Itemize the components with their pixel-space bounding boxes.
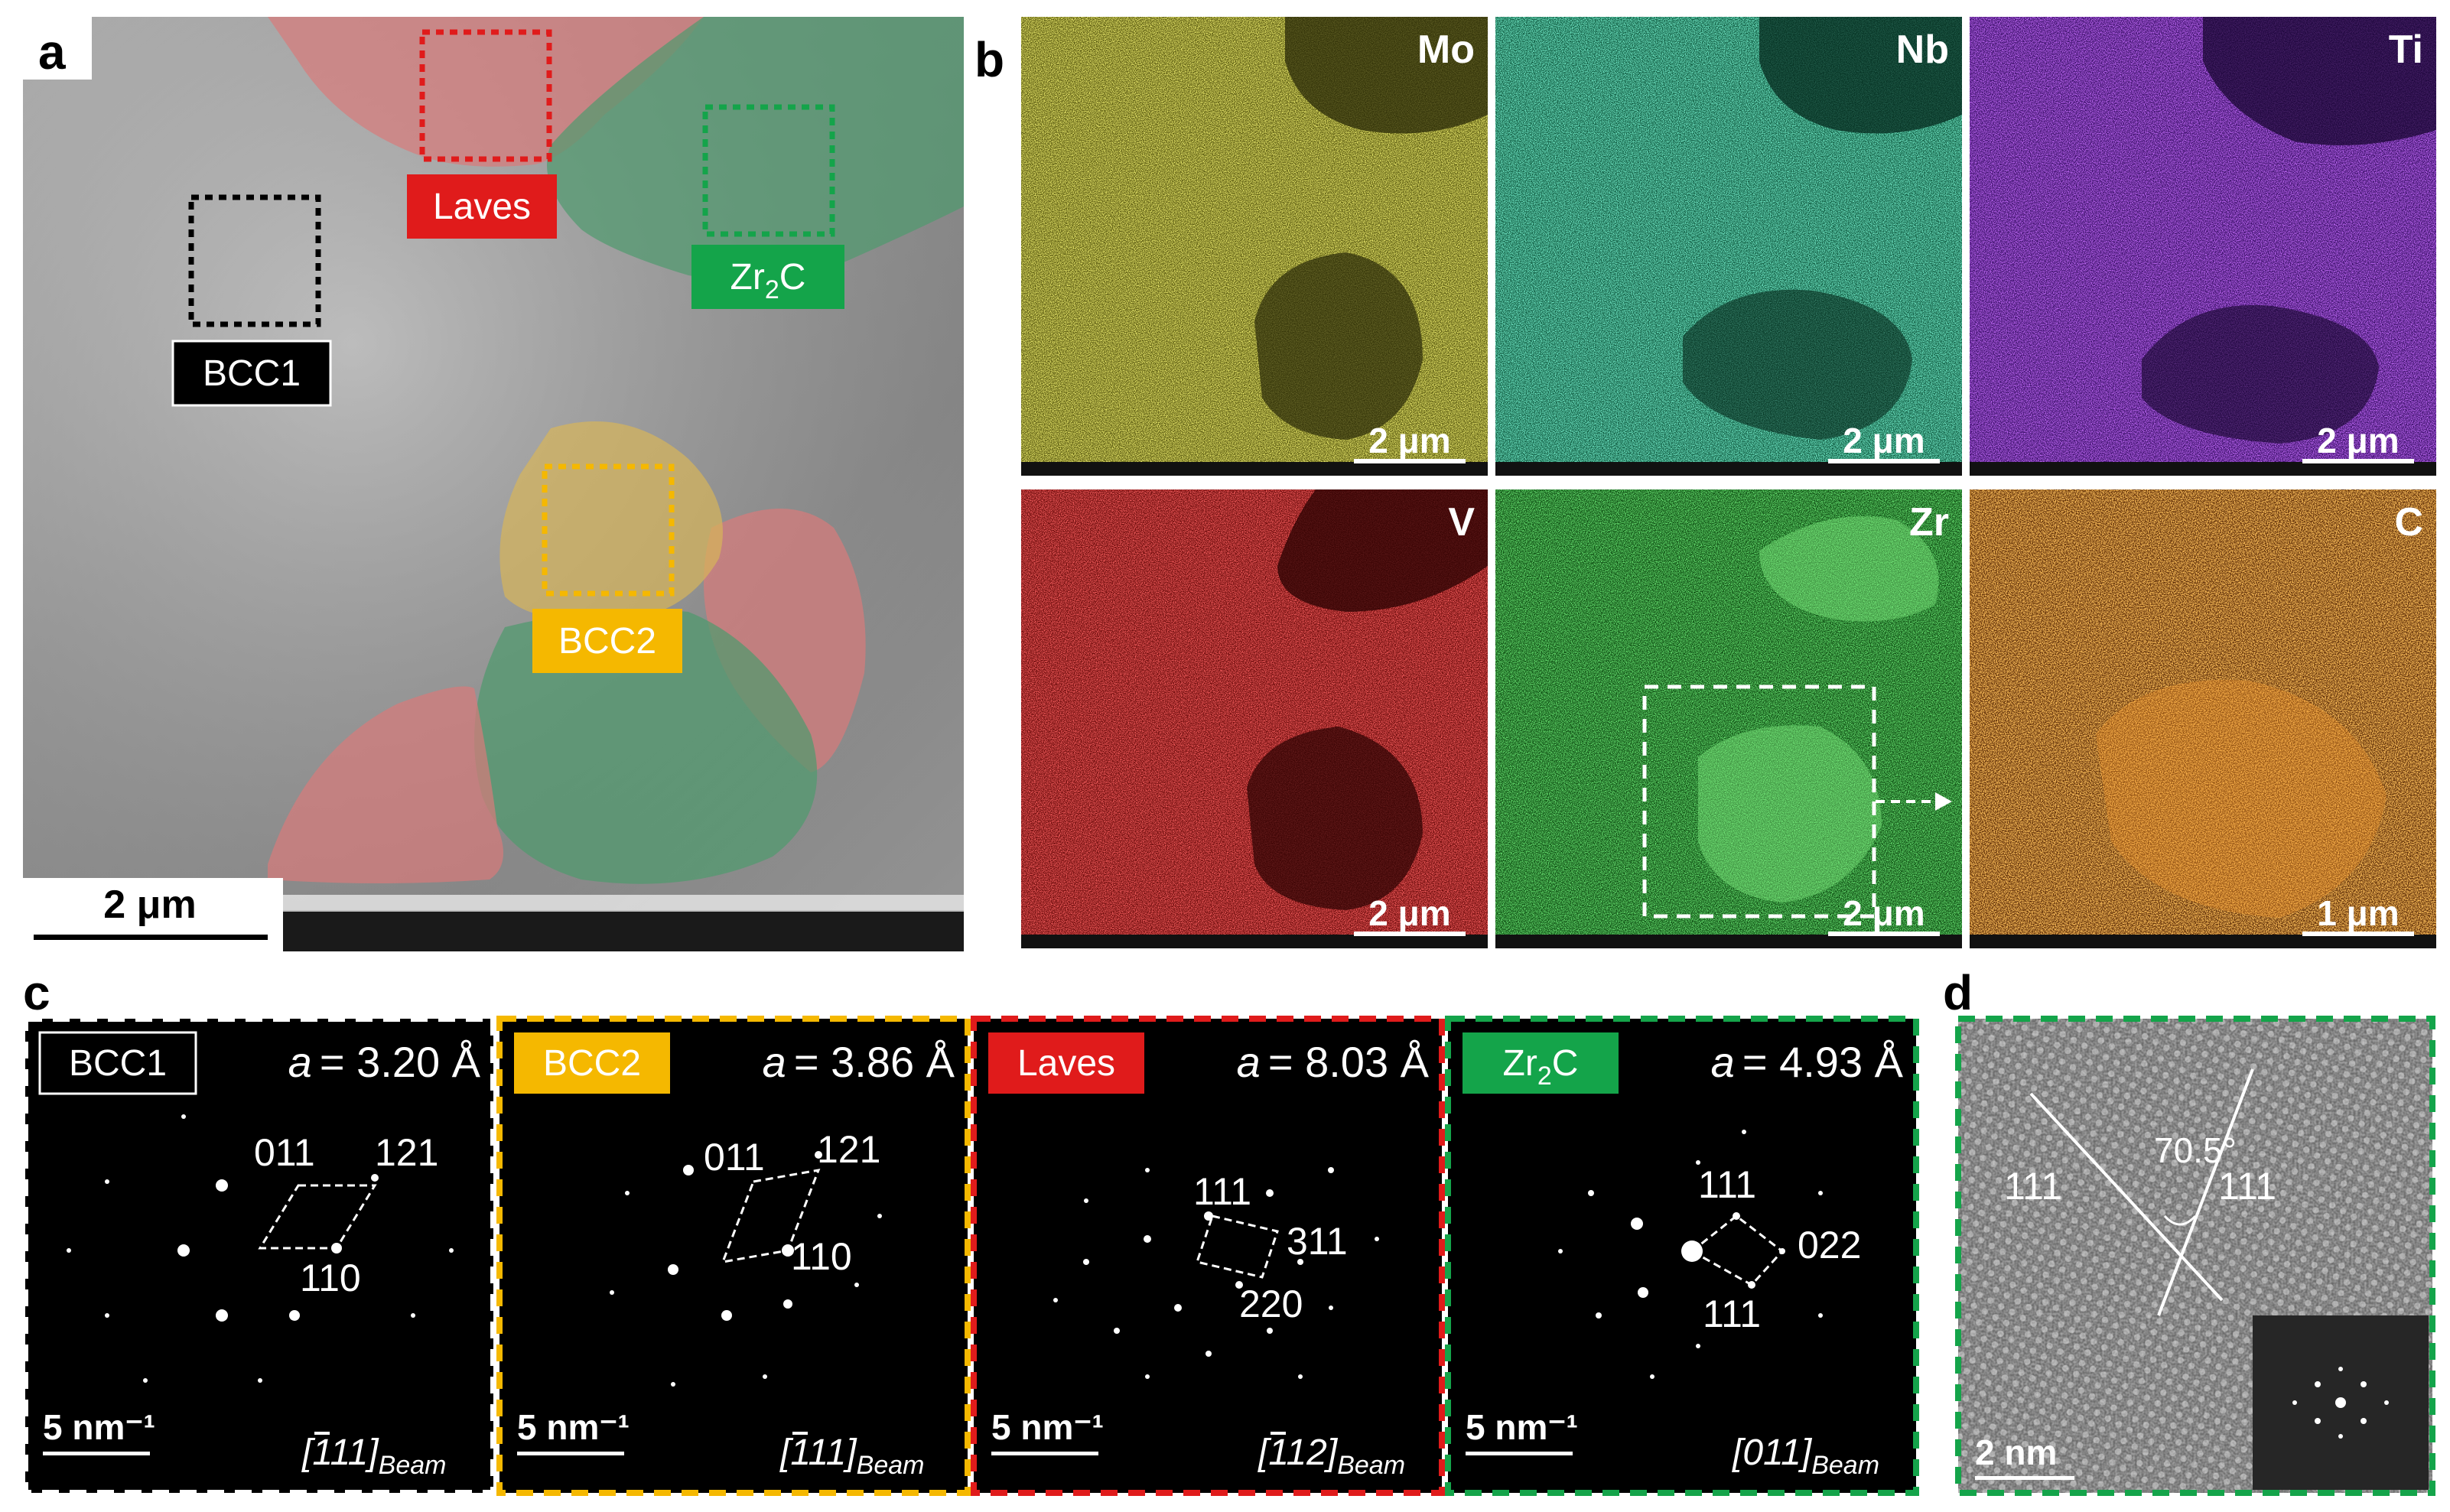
bcc2-region bbox=[499, 421, 723, 621]
svg-text:5 nm⁻¹: 5 nm⁻¹ bbox=[1466, 1407, 1578, 1447]
svg-text:a= 4.93 Å: a = 4.93 Å bbox=[1711, 1038, 1904, 1086]
svg-text:a= 8.03 Å: a = 8.03 Å bbox=[1237, 1038, 1430, 1086]
svg-text:Laves: Laves bbox=[433, 187, 531, 227]
svg-text:111: 111 bbox=[2218, 1165, 2276, 1208]
laves-region-top bbox=[268, 17, 704, 167]
saed-bcc1: BCC1 a = 3.20 Å 011 121 110 5 nm⁻¹ [111]B… bbox=[22, 1016, 496, 1496]
svg-text:Laves: Laves bbox=[1017, 1043, 1115, 1084]
svg-text:BCC1: BCC1 bbox=[69, 1043, 167, 1084]
svg-text:2 μm: 2 μm bbox=[1843, 893, 1925, 933]
zr2c-region-bottom bbox=[474, 610, 818, 884]
svg-text:110: 110 bbox=[300, 1257, 361, 1299]
laves-region-left bbox=[268, 686, 503, 883]
svg-text:110: 110 bbox=[791, 1235, 852, 1278]
panel-a-sem-image: Laves Zr2C BCC1 BCC2 2 μm a bbox=[23, 17, 964, 951]
svg-text:Zr2C: Zr2C bbox=[730, 257, 806, 304]
bcc2-box bbox=[542, 463, 675, 597]
panel-a-scalebar: 2 μm bbox=[23, 878, 283, 951]
panel-b-label: b bbox=[974, 32, 1004, 87]
panel-d-label: d bbox=[1943, 965, 1973, 1020]
svg-text:2 μm: 2 μm bbox=[1368, 893, 1450, 933]
svg-text:Zr: Zr bbox=[1909, 500, 1949, 545]
svg-text:Nb: Nb bbox=[1896, 28, 1949, 72]
svg-text:70.5°: 70.5° bbox=[2154, 1130, 2237, 1170]
saed-bcc2: BCC2 a = 3.86 Å 011 121 110 5 nm⁻¹ [111]B… bbox=[496, 1016, 971, 1496]
svg-text:BCC2: BCC2 bbox=[558, 621, 656, 662]
svg-text:111: 111 bbox=[2004, 1165, 2062, 1208]
panel-c-saed-patterns: c BCC1 a = 3.20 Å 011 121 110 5 nm⁻¹ bbox=[22, 965, 1919, 1496]
svg-text:2 μm: 2 μm bbox=[1368, 421, 1450, 460]
map-v: V 2 μm bbox=[1021, 489, 1488, 948]
svg-text:011: 011 bbox=[704, 1136, 765, 1179]
bcc1-tag: BCC1 bbox=[171, 340, 332, 407]
map-zr: Zr 2 μm bbox=[1495, 489, 1962, 948]
svg-text:Ti: Ti bbox=[2389, 28, 2423, 72]
svg-text:111: 111 bbox=[1193, 1170, 1251, 1213]
bcc2-tag: BCC2 bbox=[532, 609, 682, 673]
svg-text:2 μm: 2 μm bbox=[103, 883, 196, 927]
zr2c-box bbox=[702, 104, 835, 237]
svg-text:BCC2: BCC2 bbox=[543, 1043, 641, 1084]
bcc1-box bbox=[188, 194, 321, 327]
svg-text:022: 022 bbox=[1798, 1224, 1861, 1267]
map-nb: Nb 2 μm bbox=[1495, 17, 1962, 476]
svg-text:121: 121 bbox=[817, 1128, 880, 1171]
svg-text:111: 111 bbox=[1698, 1163, 1756, 1206]
zr2c-tag: Zr2C bbox=[691, 245, 844, 309]
laves-region-right bbox=[704, 509, 866, 772]
svg-text:Mo: Mo bbox=[1417, 28, 1475, 72]
panel-a-label: a bbox=[23, 17, 92, 80]
svg-text:Zr2C: Zr2C bbox=[1503, 1043, 1579, 1091]
svg-text:011: 011 bbox=[254, 1131, 315, 1174]
svg-text:121: 121 bbox=[375, 1131, 438, 1174]
svg-text:[112]Beam: [112]Beam bbox=[1258, 1432, 1405, 1480]
svg-text:5 nm⁻¹: 5 nm⁻¹ bbox=[991, 1407, 1104, 1447]
svg-text:2 μm: 2 μm bbox=[1843, 421, 1925, 460]
laves-box bbox=[419, 29, 552, 162]
saed-zr2c: Zr2C a = 4.93 Å 111 022 111 5 nm⁻¹ [011]B… bbox=[1445, 1016, 1919, 1496]
svg-text:5 nm⁻¹: 5 nm⁻¹ bbox=[43, 1407, 155, 1447]
laves-tag: Laves bbox=[407, 174, 557, 239]
svg-text:220: 220 bbox=[1239, 1283, 1303, 1325]
svg-text:V: V bbox=[1448, 500, 1475, 545]
svg-text:[111]Beam: [111]Beam bbox=[301, 1432, 446, 1480]
map-c: C 1 μm bbox=[1970, 489, 2436, 948]
svg-text:1 μm: 1 μm bbox=[2317, 893, 2399, 933]
svg-text:2 nm: 2 nm bbox=[1975, 1432, 2057, 1472]
svg-text:111: 111 bbox=[1703, 1293, 1761, 1335]
svg-text:BCC1: BCC1 bbox=[203, 353, 301, 394]
svg-text:a= 3.20 Å: a = 3.20 Å bbox=[288, 1038, 481, 1086]
svg-text:[011]Beam: [011]Beam bbox=[1732, 1432, 1879, 1480]
map-ti: Ti 2 μm bbox=[1970, 17, 2436, 476]
svg-text:[111]Beam: [111]Beam bbox=[779, 1432, 924, 1480]
svg-text:C: C bbox=[2394, 500, 2423, 545]
svg-text:5 nm⁻¹: 5 nm⁻¹ bbox=[517, 1407, 630, 1447]
panel-d-hrtem: d 111 111 70.5° 2 nm bbox=[1943, 965, 2435, 1496]
svg-text:a= 3.86 Å: a = 3.86 Å bbox=[763, 1038, 955, 1086]
svg-text:a: a bbox=[38, 24, 66, 80]
svg-text:311: 311 bbox=[1287, 1220, 1348, 1263]
zr-zoom-box bbox=[1642, 684, 1876, 919]
svg-text:2 μm: 2 μm bbox=[2317, 421, 2399, 460]
panel-c-label: c bbox=[23, 965, 50, 1020]
saed-laves: Laves a = 8.03 Å 111 311 220 5 nm⁻¹ [112]… bbox=[971, 1016, 1445, 1496]
zr2c-region-top bbox=[547, 17, 964, 281]
panel-b-eds-maps: b Mo 2 μm Nb 2 μm bbox=[974, 17, 2436, 948]
map-mo: Mo 2 μm bbox=[1021, 17, 1488, 476]
